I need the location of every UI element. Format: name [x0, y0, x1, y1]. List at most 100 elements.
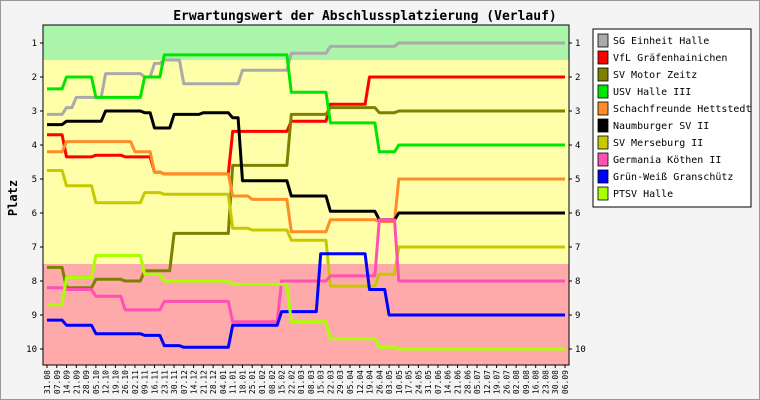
x-tick-label: 09.08: [522, 370, 531, 394]
y-tick-label: 3: [32, 107, 37, 117]
series-line: [47, 169, 565, 288]
zone-band: [43, 60, 569, 264]
y-tick-label: 7: [575, 243, 580, 253]
x-tick-label: 16.08: [532, 370, 541, 394]
legend-swatch: [597, 152, 609, 167]
legend-swatch: [597, 169, 609, 184]
x-tick-label: 15.02: [278, 370, 287, 394]
x-tick-label: 23.11: [160, 370, 169, 394]
legend-entry: PTSV Halle: [613, 189, 673, 200]
x-tick-label: 26.04: [375, 370, 384, 394]
x-tick-label: 30.11: [170, 370, 179, 394]
x-tick-label: 01.02: [258, 370, 267, 394]
x-tick-label: 07.09: [53, 370, 62, 394]
legend: SG Einheit Halle VfL Gräfenhainichen SV Mo…: [592, 28, 752, 208]
legend-entry: Naumburger SV II: [613, 121, 709, 132]
legend-swatch: [597, 84, 609, 99]
y-tick-label: 9: [575, 311, 580, 321]
x-tick-label: 21.06: [454, 370, 463, 394]
x-tick-label: 28.12: [209, 370, 218, 394]
y-tick-label: 2: [32, 73, 37, 83]
legend-swatch: [597, 67, 609, 82]
y-tick-label: 8: [575, 277, 580, 287]
x-tick-label: 09.11: [141, 370, 150, 394]
x-tick-label: 05.07: [473, 370, 482, 394]
x-tick-label: 30.08: [551, 370, 560, 394]
legend-entry: VfL Gräfenhainichen: [613, 53, 727, 64]
y-tick-label: 9: [32, 311, 37, 321]
y-tick-label: 8: [32, 277, 37, 287]
x-tick-label: 15.03: [317, 370, 326, 394]
x-tick-label: 22.02: [287, 370, 296, 394]
y-tick-label: 6: [32, 209, 37, 219]
x-tick-label: 28.09: [82, 370, 91, 394]
x-tick-label: 23.08: [542, 370, 551, 394]
x-tick-label: 17.05: [405, 370, 414, 394]
x-tick-label: 12.07: [483, 370, 492, 394]
y-tick-label: 10: [26, 345, 37, 355]
x-tick-label: 07.12: [180, 370, 189, 394]
series-line: [47, 109, 565, 222]
y-axis-label: Platz: [6, 180, 20, 216]
legend-swatch: [597, 135, 609, 150]
x-tick-label: 16.11: [151, 370, 160, 394]
x-tick-label: 31.05: [424, 370, 433, 394]
y-tick-label: 1: [575, 39, 580, 49]
series-line: [47, 53, 565, 154]
y-tick-label: 4: [575, 141, 580, 151]
legend-entry: USV Halle III: [613, 87, 691, 98]
legend-entry: SG Einheit Halle: [613, 36, 709, 47]
x-tick-label: 21.09: [72, 370, 81, 394]
x-tick-label: 19.10: [111, 370, 120, 394]
y-tick-label: 3: [575, 107, 580, 117]
legend-box: [592, 28, 752, 208]
x-tick-label: 18.01: [239, 370, 248, 394]
x-tick-label: 19.04: [366, 370, 375, 394]
x-tick-label: 07.06: [434, 370, 443, 394]
legend-swatch: [597, 50, 609, 65]
chart-title: Erwartungswert der Abschlussplatzierung …: [173, 9, 557, 24]
legend-swatch: [597, 118, 609, 133]
y-tick-label: 6: [575, 209, 580, 219]
x-tick-label: 11.01: [229, 370, 238, 394]
series-line: [47, 75, 565, 176]
x-tick-label: 29.03: [336, 370, 345, 394]
legend-entry: SV Merseburg II: [613, 138, 703, 149]
x-tick-label: 21.12: [199, 370, 208, 394]
x-tick-label: 19.07: [493, 370, 502, 394]
y-tick-label: 5: [32, 175, 37, 185]
y-tick-label: 1: [32, 39, 37, 49]
series-line: [47, 140, 565, 234]
y-tick-labels: 1 1 2 2 3 3 4 4 5 5 6 6 7 7 8 8 9 9 10 10: [26, 39, 586, 355]
x-tick-labels: 31.08 07.09 14.09 21.09 28.09 05.10 12.10 19.10…: [43, 365, 570, 394]
x-tick-label: 10.05: [395, 370, 404, 394]
y-tick-label: 7: [32, 243, 37, 253]
legend-entry: SV Motor Zeitz: [613, 70, 697, 81]
x-tick-label: 06.09: [561, 370, 570, 394]
plot-border: [42, 24, 570, 366]
x-tick-label: 14.09: [63, 370, 72, 394]
series-lines: [47, 41, 565, 351]
x-tick-label: 08.03: [307, 370, 316, 394]
series-line: [47, 252, 565, 349]
x-tick-label: 26.10: [121, 370, 130, 394]
legend-swatch: [597, 33, 609, 48]
x-tick-label: 12.04: [356, 370, 365, 394]
x-tick-label: 28.06: [463, 370, 472, 394]
x-tick-label: 03.05: [385, 370, 394, 394]
series-line: [47, 254, 565, 351]
x-tick-label: 24.05: [414, 370, 423, 394]
x-tick-label: 05.04: [346, 370, 355, 394]
x-tick-label: 02.11: [131, 370, 140, 394]
legend-entry: Schachfreunde Hettstedt: [613, 104, 751, 115]
series-line: [47, 218, 565, 324]
series-line: [47, 41, 565, 116]
x-tick-label: 08.02: [268, 370, 277, 394]
y-tick-label: 5: [575, 175, 580, 185]
x-tick-label: 01.03: [297, 370, 306, 394]
series-line: [47, 106, 565, 290]
y-tick-label: 4: [32, 141, 37, 151]
x-tick-label: 02.08: [512, 370, 521, 394]
